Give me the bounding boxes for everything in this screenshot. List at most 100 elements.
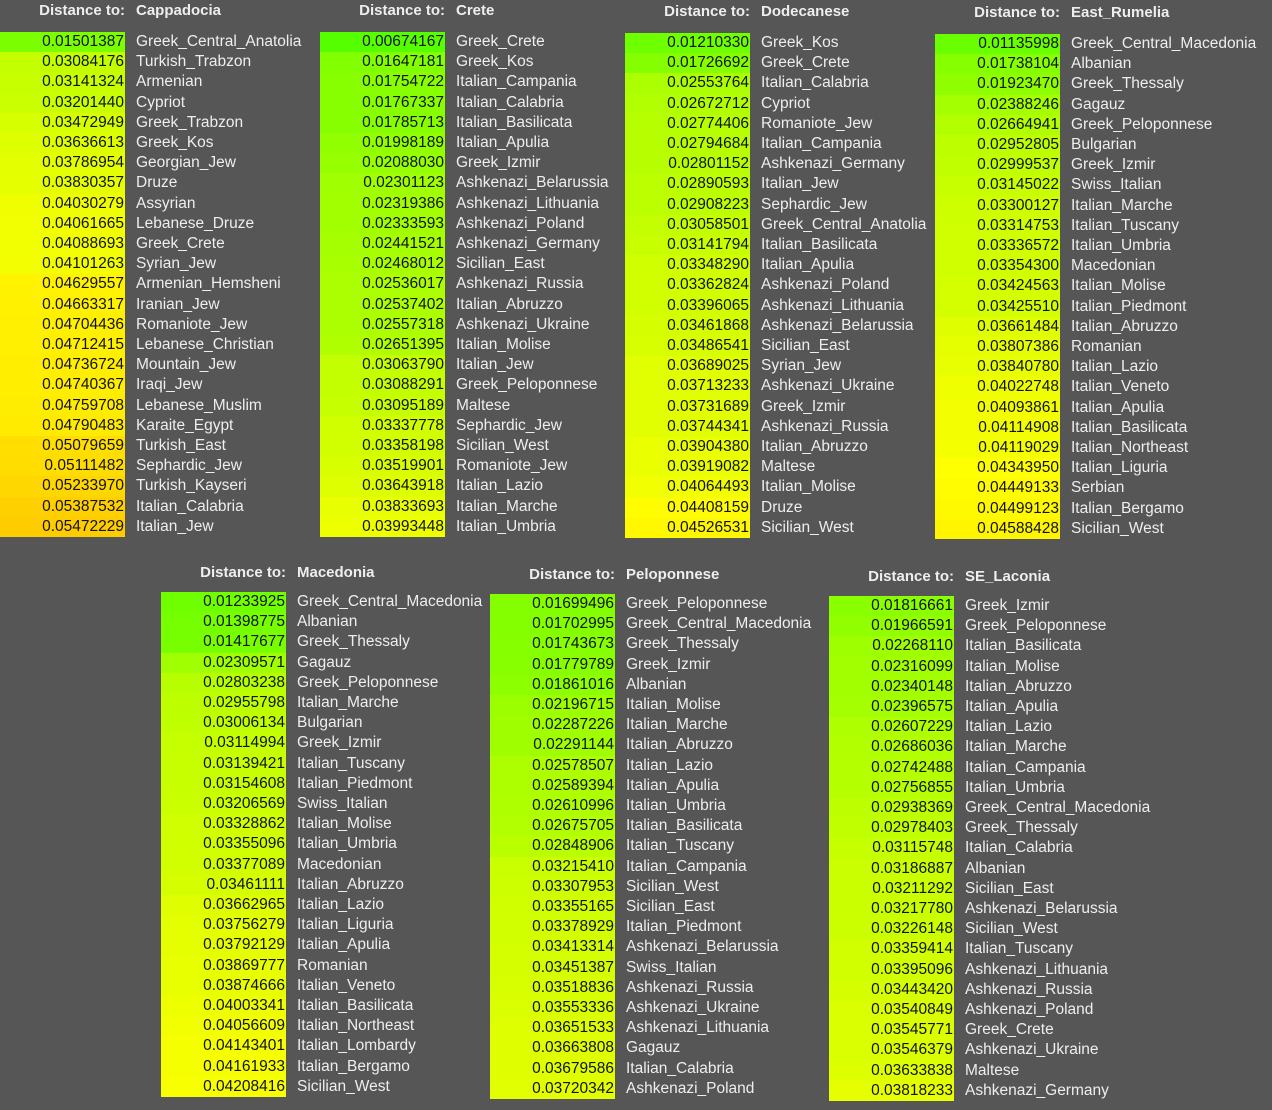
distance-value: 0.04740367 xyxy=(0,375,125,396)
distance-row: 0.02803238 Greek_Peloponnese xyxy=(161,672,491,693)
distance-row: 0.03141794 Italian_Basilicata xyxy=(625,235,955,256)
population-name: Macedonian xyxy=(297,855,382,873)
distance-row: 0.03355096 Italian_Umbria xyxy=(161,834,491,855)
header-target: SE_Laconia xyxy=(965,568,1051,585)
population-name: Cypriot xyxy=(761,94,811,112)
population-name: Italian_Calabria xyxy=(965,839,1073,857)
distance-row: 0.03300127 Italian_Marche xyxy=(935,195,1265,216)
header-label: Distance to: xyxy=(664,3,750,20)
distance-value: 0.05233970 xyxy=(0,476,125,497)
distance-row: 0.04712415 Lebanese_Christian xyxy=(0,335,330,356)
distance-value: 0.03461111 xyxy=(161,874,286,895)
distance-row: 0.03336572 Italian_Umbria xyxy=(935,236,1265,257)
distance-row: 0.01647181 Greek_Kos xyxy=(320,52,650,73)
distance-row: 0.02396575 Italian_Apulia xyxy=(829,697,1159,718)
distance-row: 0.03362824 Ashkenazi_Poland xyxy=(625,275,955,296)
population-name: Italian_Abruzzo xyxy=(297,875,404,893)
distance-value: 0.04030279 xyxy=(0,193,125,214)
population-name: Greek_Thessaly xyxy=(626,635,739,653)
distance-row: 0.04343950 Italian_Liguria xyxy=(935,458,1265,479)
population-name: Romaniote_Jew xyxy=(136,315,248,333)
distance-row: 0.02938369 Greek_Central_Macedonia xyxy=(829,798,1159,819)
distance-row: 0.03413314 Ashkenazi_Belarussia xyxy=(490,937,820,958)
distance-value: 0.03206569 xyxy=(161,794,286,815)
distance-value: 0.03756279 xyxy=(161,915,286,936)
population-name: Italian_Northeast xyxy=(1071,439,1189,456)
population-name: Italian_Umbria xyxy=(1071,237,1171,254)
distance-row: 0.03540849 Ashkenazi_Poland xyxy=(829,1000,1159,1021)
distance-value: 0.02468012 xyxy=(320,254,445,275)
distance-value: 0.02333593 xyxy=(320,213,445,234)
distance-value: 0.03546379 xyxy=(829,1040,954,1061)
distance-value: 0.02952805 xyxy=(935,135,1060,156)
distance-value: 0.03084176 xyxy=(0,52,125,73)
population-name: Sicilian_East xyxy=(965,879,1054,897)
distance-value: 0.01726692 xyxy=(625,53,750,74)
distance-value: 0.01699496 xyxy=(490,594,615,615)
distance-value: 0.01647181 xyxy=(320,52,445,73)
distance-value: 0.04629557 xyxy=(0,274,125,295)
distance-row: 0.02301123 Ashkenazi_Belarussia xyxy=(320,173,650,194)
distance-value: 0.04663317 xyxy=(0,294,125,315)
header-label: Distance to: xyxy=(868,568,954,585)
distance-row: 0.01785713 Italian_Basilicata xyxy=(320,112,650,133)
distance-row: 0.02291144 Italian_Abruzzo xyxy=(490,735,820,756)
population-name: Greek_Peloponnese xyxy=(456,376,598,394)
population-name: Swiss_Italian xyxy=(297,795,388,812)
distance-row: 0.03744341 Ashkenazi_Russia xyxy=(625,416,955,437)
distance-value: 0.03226148 xyxy=(829,919,954,940)
distance-row: 0.04088693 Greek_Crete xyxy=(0,234,330,255)
distance-value: 0.02607229 xyxy=(829,717,954,738)
population-name: Ashkenazi_Ukraine xyxy=(761,377,895,395)
population-name: Italian_Liguria xyxy=(1071,459,1168,477)
population-name: Ashkenazi_Russia xyxy=(965,980,1093,998)
population-name: Ashkenazi_Poland xyxy=(456,214,585,232)
distance-row: 0.05387532 Italian_Calabria xyxy=(0,496,330,517)
distance-row: 0.02610996 Italian_Umbria xyxy=(490,796,820,817)
distance-value: 0.02794684 xyxy=(625,134,750,155)
distance-row: 0.03424563 Italian_Molise xyxy=(935,276,1265,297)
distance-row: 0.02553764 Italian_Calabria xyxy=(625,73,955,94)
population-name: Italian_Apulia xyxy=(297,936,391,954)
distance-value: 0.03115748 xyxy=(829,838,954,859)
population-name: Italian_Basilicata xyxy=(626,817,743,835)
distance-value: 0.03919082 xyxy=(625,457,750,478)
population-name: Ashkenazi_Germany xyxy=(761,155,905,173)
distance-row: 0.02675705 Italian_Basilicata xyxy=(490,816,820,837)
distance-value: 0.03643918 xyxy=(320,476,445,497)
distance-row: 0.04408159 Druze xyxy=(625,497,955,518)
population-name: Greek_Crete xyxy=(965,1021,1054,1039)
population-name: Greek_Peloponnese xyxy=(297,673,439,691)
distance-value: 0.03807386 xyxy=(935,337,1060,358)
distance-row: 0.02742488 Italian_Campania xyxy=(829,757,1159,778)
distance-value: 0.03424563 xyxy=(935,276,1060,297)
population-name: Gagauz xyxy=(626,1039,681,1057)
distance-row: 0.03307953 Sicilian_West xyxy=(490,876,820,897)
population-name: Maltese xyxy=(965,1061,1020,1079)
population-name: Sicilian_West xyxy=(626,877,719,895)
distance-value: 0.03217780 xyxy=(829,899,954,920)
header-target: Macedonia xyxy=(297,564,375,581)
population-name: Romaniote_Jew xyxy=(456,457,568,475)
population-name: Sephardic_Jew xyxy=(761,195,867,213)
distance-row: 0.02651395 Italian_Molise xyxy=(320,335,650,356)
population-name: Maltese xyxy=(456,396,511,414)
distance-row: 0.02196715 Italian_Molise xyxy=(490,695,820,716)
distance-row: 0.03651533 Ashkenazi_Lithuania xyxy=(490,1018,820,1039)
population-name: Greek_Central_Anatolia xyxy=(136,33,302,50)
distance-row: 0.03545771 Greek_Crete xyxy=(829,1020,1159,1041)
distance-row: 0.03840780 Italian_Lazio xyxy=(935,357,1265,378)
distance-value: 0.03830357 xyxy=(0,173,125,194)
population-name: Italian_Abruzzo xyxy=(1071,317,1178,335)
population-name: Sicilian_West xyxy=(1071,519,1164,537)
distance-value: 0.03786954 xyxy=(0,153,125,174)
population-name: Italian_Umbria xyxy=(626,797,726,814)
distance-row: 0.02978403 Greek_Thessaly xyxy=(829,818,1159,839)
population-name: Italian_Lombardy xyxy=(297,1037,416,1055)
population-name: Italian_Calabria xyxy=(626,1059,734,1077)
distance-row: 0.03006134 Bulgarian xyxy=(161,713,491,734)
distance-value: 0.03651533 xyxy=(490,1018,615,1039)
distance-value: 0.02396575 xyxy=(829,697,954,718)
distance-row: 0.03519901 Romaniote_Jew xyxy=(320,456,650,477)
population-name: Sicilian_East xyxy=(761,337,850,354)
